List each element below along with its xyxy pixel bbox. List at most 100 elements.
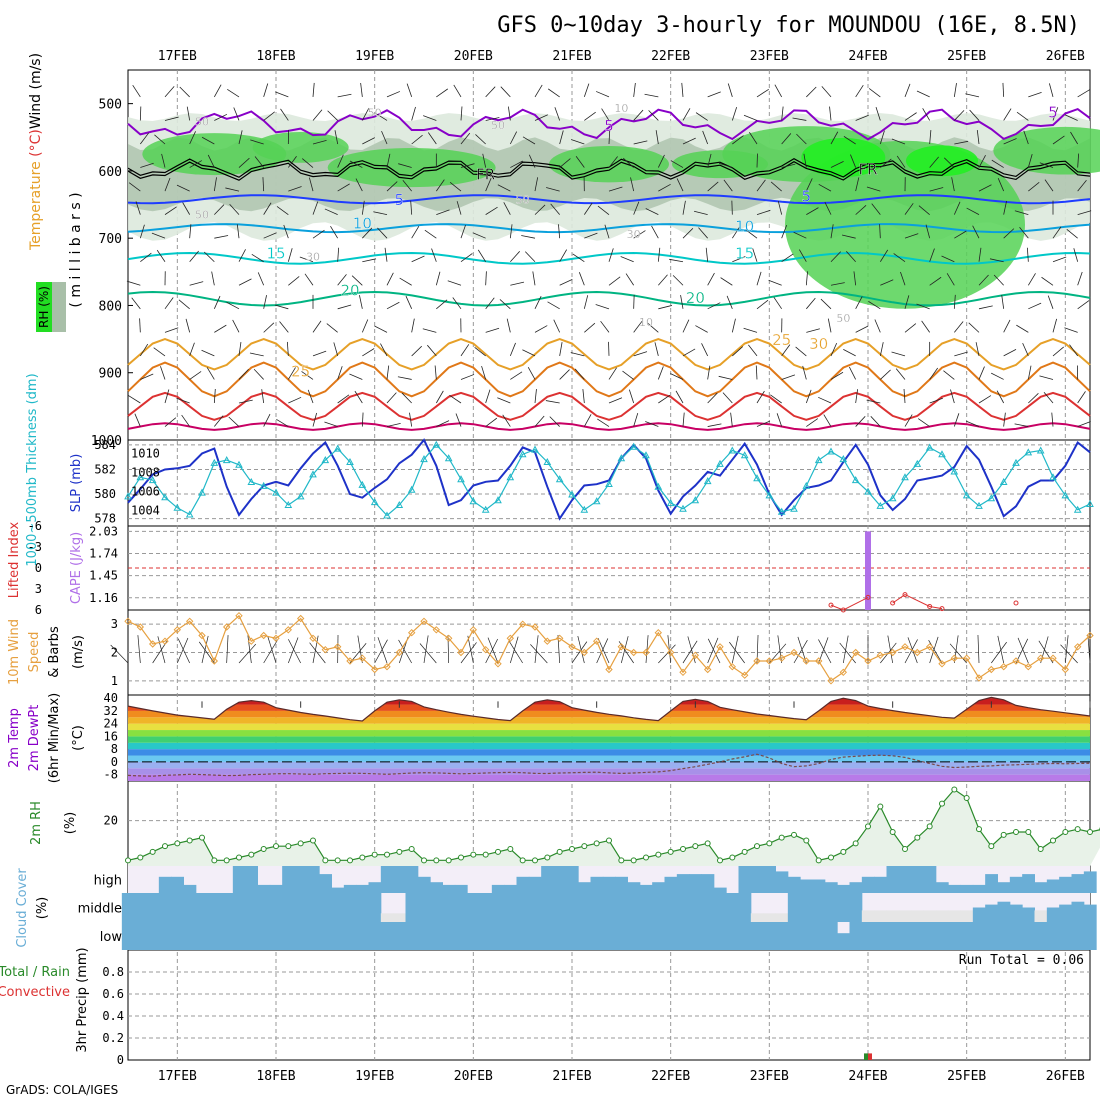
wind-barb	[1041, 276, 1054, 286]
wind-tick-label: 2	[111, 646, 118, 660]
temp2m-series	[127, 696, 1091, 722]
temp-tick-label: 32	[104, 704, 118, 718]
wind-barb	[731, 226, 741, 239]
rh2m-point	[1074, 826, 1081, 833]
rh-badge-swatch	[52, 282, 66, 332]
wind-barb	[743, 327, 758, 333]
cloud-bar-middle	[652, 893, 665, 922]
wind10m-panel: 3 2 1 10m Wind Speed & Barbs (m/s)	[7, 611, 1094, 688]
temp-ylabel: 2m Temp	[7, 708, 22, 768]
wind-barb	[312, 82, 315, 97]
slp-ylabel: SLP (mb)	[69, 454, 84, 513]
wind-barb	[509, 224, 513, 239]
wind-barb	[534, 296, 542, 309]
slp-tick-label: 1010	[131, 446, 160, 460]
wind-barb	[874, 319, 881, 333]
wind-barb	[978, 247, 982, 262]
cloud-bar-low	[615, 922, 628, 950]
wind-speed-point	[185, 617, 194, 626]
cloud-bar-high	[652, 882, 665, 893]
wind-barb	[647, 322, 659, 333]
cloud-bar-low	[516, 922, 530, 950]
wind-speed-point	[777, 654, 786, 662]
cloud-bar-low	[121, 922, 135, 950]
wind-speed-point	[469, 626, 478, 634]
upper-wind-barbs	[126, 82, 1092, 427]
wind-barb	[682, 137, 696, 145]
pressure-tick-label: 600	[99, 165, 122, 180]
wind-barb	[658, 274, 668, 286]
wind-barb	[510, 251, 520, 262]
surface-wind-barb	[267, 636, 277, 664]
wind-speed-point	[457, 648, 465, 657]
wind-barb	[749, 132, 758, 145]
cloud-bar-high	[750, 866, 764, 893]
cloud-bar-middle	[208, 893, 221, 922]
wind-barb	[333, 342, 339, 357]
wind-barb	[509, 342, 516, 357]
slp-point	[666, 499, 675, 507]
wind-barb	[550, 203, 560, 215]
rh2m-point	[976, 826, 982, 833]
wind-barb	[283, 224, 289, 239]
wind-barb	[871, 203, 881, 215]
cloud-bar-low	[701, 922, 715, 950]
wind-barb	[879, 342, 884, 356]
slp-point	[703, 477, 712, 485]
cloud-bar-middle	[121, 893, 135, 922]
cloud-bar-high	[171, 876, 184, 893]
cloud-bar-high	[430, 882, 443, 893]
wind-barb	[743, 114, 758, 121]
temperature-contour-5	[127, 194, 1091, 205]
wind-barb	[286, 341, 289, 356]
cloud-bar-middle	[726, 893, 739, 922]
slp-point	[420, 455, 428, 463]
wind-barb	[386, 181, 398, 192]
wind-speed-point	[938, 660, 946, 668]
wind-barb	[868, 88, 881, 98]
lifted-index-series	[830, 596, 869, 611]
rh2m-point	[495, 848, 501, 855]
cloud-bar-low	[504, 922, 517, 950]
wind-barb	[682, 200, 686, 215]
surface-wind-barb	[596, 638, 609, 664]
cloud-bar-low	[837, 933, 850, 950]
cloud-bar-middle	[787, 893, 801, 922]
wind-barb	[969, 109, 980, 121]
wind-barb	[474, 346, 486, 357]
wind-barb	[946, 273, 955, 286]
wind-barb	[584, 322, 596, 333]
cloud-bar-high	[997, 882, 1011, 893]
contour-label: 20	[686, 289, 705, 307]
wind-barb	[547, 88, 560, 98]
rh2m-point	[988, 843, 995, 850]
rh2m-point	[162, 843, 168, 850]
slp-point	[210, 458, 219, 466]
surface-wind-barb	[374, 639, 388, 664]
temp-band	[128, 717, 1090, 724]
wind-barb	[830, 251, 842, 263]
date-label-bottom: 20FEB	[454, 1069, 493, 1084]
lifted-index-point	[865, 594, 871, 600]
wind-barb	[720, 277, 733, 286]
wind-barb	[262, 177, 265, 192]
date-label-bottom: 26FEB	[1046, 1069, 1085, 1084]
wind-barb	[574, 368, 585, 380]
wind-barb	[263, 295, 267, 309]
cloud-bar-high	[849, 882, 863, 893]
cloud-bar-middle	[639, 893, 653, 922]
li-ylabel: Lifted Index	[7, 521, 22, 598]
wind-barb	[238, 130, 243, 145]
wind-barb	[796, 133, 807, 145]
contour-label: 50	[516, 193, 530, 206]
slp-tick-label: 1006	[131, 485, 160, 499]
wind-barb	[176, 397, 190, 404]
wind-barb	[179, 86, 190, 98]
wind-barb	[670, 160, 684, 168]
wind-barb	[186, 106, 191, 121]
cloud-bar-low	[738, 922, 752, 950]
wind-barb	[527, 367, 536, 380]
wind-barb	[229, 203, 240, 215]
wind-barb	[185, 318, 191, 333]
wind-barb	[263, 413, 271, 427]
